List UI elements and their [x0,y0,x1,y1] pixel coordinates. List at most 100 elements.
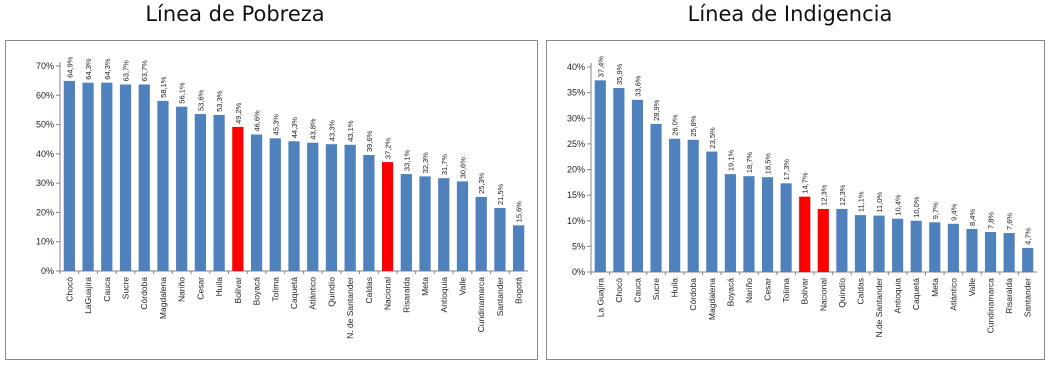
data-label: 32,3% [421,152,430,174]
data-label: 10,4% [894,194,903,216]
category-label: Cesar [195,277,205,300]
category-label: Santander [1023,278,1033,317]
data-label: 11,1% [856,191,865,212]
bar [307,142,319,271]
data-label: 9,7% [931,202,940,219]
data-label: 37,2% [384,137,393,159]
data-label: 63,7% [140,60,149,82]
bar [984,232,997,272]
category-label: Antioquia [439,277,449,313]
category-label: Chocó [64,277,74,302]
category-label: Córdoba [688,278,698,311]
category-label: Cesar [763,278,773,301]
bar [138,84,150,271]
y-tick-label: 25% [567,139,585,149]
data-label: 33,1% [402,149,411,171]
data-label: 7,6% [1005,213,1014,230]
bar [101,82,113,271]
bar [706,151,718,272]
bar [836,208,848,272]
y-tick-label: 10% [567,216,585,226]
bar [594,80,606,272]
category-label: Sucre [121,277,131,299]
bar [381,162,394,271]
data-label: 10,0% [912,196,921,218]
bar [650,123,662,272]
category-label: Nariño [744,278,754,303]
y-tick-label: 30% [36,178,54,188]
data-label: 35,9% [615,63,624,85]
data-label: 18,7% [745,152,754,174]
bar [947,223,959,272]
data-label: 33,6% [633,75,642,97]
bar [724,174,736,272]
data-label: 25,8% [689,115,698,137]
indigence-chart-panel: 0% 5% 10% 15% 20% 25% 30% 35% 40% 37,4% La Guajira… [546,40,1045,360]
bar [817,208,829,272]
category-label: Nacional [818,278,828,311]
category-label: Bolívar [233,277,243,304]
bar [854,215,867,272]
bar [419,176,431,271]
category-label: Chocó [614,278,624,303]
data-label: 43,8% [309,118,318,140]
bar [400,174,412,271]
data-label: 63,7% [122,60,131,82]
bar [669,138,681,272]
category-label: Huila [670,278,680,298]
bar [687,139,699,272]
data-label: 9,4% [949,203,958,220]
data-label: 8,4% [968,209,977,226]
category-label: Cauca [632,278,642,303]
data-label: 12,3% [838,184,847,206]
bar [157,100,169,271]
data-label: 12,3% [819,184,828,206]
y-tick-label: 40% [36,149,54,159]
bar [743,176,755,272]
data-label: 18,5% [764,153,773,175]
category-label: Cundinamarca [476,277,486,333]
bar [966,228,978,272]
data-label: 53,6% [196,89,205,111]
category-label: Meta [420,277,430,296]
bar [288,141,300,271]
bar [456,181,469,271]
data-label: 64,9% [65,56,74,78]
category-label: Nacional [383,277,393,310]
data-label: 15,6% [515,201,524,223]
y-tick-label: 20% [36,207,54,217]
bar [176,106,188,271]
bar [82,82,94,271]
poverty-chart-panel: 0% 10% 20% 30% 40% 50% 60% 70% 64,9% Chocó 64,3% La… [5,40,538,360]
bar [910,220,922,272]
category-label: Caldas [855,278,865,304]
bar [1003,233,1015,272]
data-label: 26,0% [671,114,680,136]
bar [119,84,132,271]
category-label: Magdalena [158,277,168,319]
data-label: 19,1% [726,150,735,172]
bar [269,138,281,271]
indigence-chart-title: Línea de Indigencia [687,2,893,26]
y-tick-label: 5% [572,241,585,251]
category-label: Santander [495,277,505,316]
data-label: 44,3% [290,117,299,139]
y-tick-label: 15% [567,190,585,200]
data-label: 17,3% [782,159,791,181]
y-tick-label: 0% [41,266,54,276]
bar [873,215,885,272]
data-label: 64,3% [84,58,93,80]
bar [892,218,904,272]
y-tick-label: 20% [567,165,585,175]
data-label: 28,9% [652,99,661,121]
category-label: Cauca [102,277,112,302]
category-label: Tolima [781,278,791,303]
y-tick-label: 35% [567,88,585,98]
indigence-chart: 0% 5% 10% 15% 20% 25% 30% 35% 40% 37,4% La Guajira… [567,56,1037,338]
bar [494,208,506,271]
category-label: N. de Santander [345,277,355,339]
data-label: 58,1% [159,76,168,98]
data-label: 31,7% [440,154,449,176]
data-label: 4,7% [1024,227,1033,244]
bar [929,222,941,272]
